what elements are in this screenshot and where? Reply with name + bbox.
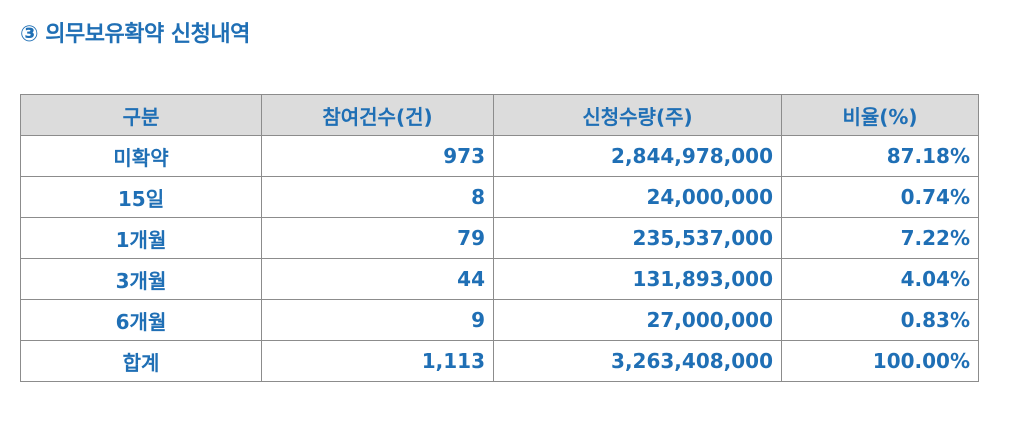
row-quantity: 27,000,000 — [493, 299, 782, 341]
table-row: 6개월 9 27,000,000 0.83% — [20, 299, 979, 341]
total-category: 합계 — [20, 340, 262, 382]
table-row: 미확약 973 2,844,978,000 87.18% — [20, 135, 979, 177]
header-quantity: 신청수량(주) — [493, 94, 782, 136]
table-total-row: 합계 1,113 3,263,408,000 100.00% — [20, 340, 979, 382]
row-ratio: 7.22% — [781, 217, 979, 259]
row-count: 8 — [261, 176, 494, 218]
header-count: 참여건수(건) — [261, 94, 494, 136]
row-quantity: 24,000,000 — [493, 176, 782, 218]
row-ratio: 4.04% — [781, 258, 979, 300]
table-row: 1개월 79 235,537,000 7.22% — [20, 217, 979, 259]
row-category: 1개월 — [20, 217, 262, 259]
header-ratio: 비율(%) — [781, 94, 979, 136]
total-ratio: 100.00% — [781, 340, 979, 382]
row-category: 15일 — [20, 176, 262, 218]
total-quantity: 3,263,408,000 — [493, 340, 782, 382]
section-title: ③ 의무보유확약 신청내역 — [20, 22, 250, 47]
row-ratio: 0.74% — [781, 176, 979, 218]
row-category: 미확약 — [20, 135, 262, 177]
total-count: 1,113 — [261, 340, 494, 382]
row-ratio: 0.83% — [781, 299, 979, 341]
row-quantity: 235,537,000 — [493, 217, 782, 259]
table-row: 15일 8 24,000,000 0.74% — [20, 176, 979, 218]
row-category: 6개월 — [20, 299, 262, 341]
row-quantity: 131,893,000 — [493, 258, 782, 300]
row-count: 44 — [261, 258, 494, 300]
row-quantity: 2,844,978,000 — [493, 135, 782, 177]
row-count: 973 — [261, 135, 494, 177]
row-ratio: 87.18% — [781, 135, 979, 177]
row-category: 3개월 — [20, 258, 262, 300]
row-count: 79 — [261, 217, 494, 259]
row-count: 9 — [261, 299, 494, 341]
header-category: 구분 — [20, 94, 262, 136]
table-row: 3개월 44 131,893,000 4.04% — [20, 258, 979, 300]
table-header-row: 구분 참여건수(건) 신청수량(주) 비율(%) — [20, 94, 979, 136]
lockup-application-table: 구분 참여건수(건) 신청수량(주) 비율(%) 미확약 973 2,844,9… — [20, 94, 979, 382]
